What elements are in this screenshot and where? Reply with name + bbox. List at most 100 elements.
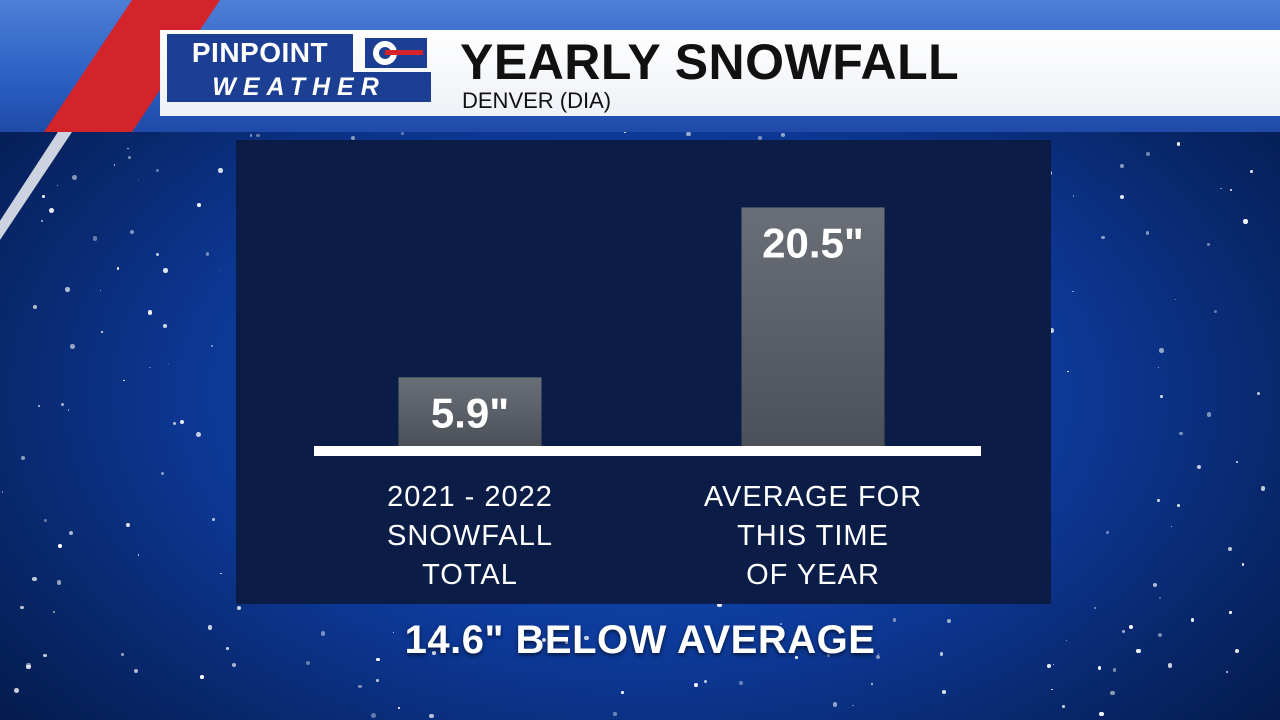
snowflake bbox=[826, 654, 830, 658]
snowflake bbox=[249, 134, 253, 137]
snowflake bbox=[32, 576, 37, 582]
snowflake bbox=[780, 133, 785, 138]
snowflake bbox=[14, 688, 20, 693]
snowflake bbox=[703, 679, 708, 684]
snowflake bbox=[1243, 219, 1248, 224]
snowflake bbox=[72, 175, 77, 180]
snowflake bbox=[717, 603, 722, 608]
snowflake bbox=[1158, 632, 1163, 637]
snowflake bbox=[2, 491, 4, 493]
snowflake bbox=[1120, 164, 1125, 169]
snowflake bbox=[1159, 348, 1164, 353]
snowflake bbox=[1066, 640, 1068, 642]
snowflake bbox=[808, 642, 812, 645]
snowflake bbox=[320, 631, 326, 637]
snowflake bbox=[870, 682, 873, 685]
snowflake bbox=[67, 408, 70, 411]
snowflake bbox=[206, 252, 210, 256]
snowflake bbox=[1170, 525, 1173, 528]
snowflake bbox=[1128, 625, 1133, 630]
snowflake bbox=[149, 366, 151, 369]
snowflake bbox=[1213, 309, 1217, 313]
snowflake bbox=[99, 289, 102, 292]
bar-value-label-0: 5.9" bbox=[431, 389, 509, 436]
snowflake bbox=[160, 471, 164, 475]
snowflake bbox=[1168, 663, 1173, 668]
snowflake bbox=[370, 712, 376, 718]
snowflake bbox=[351, 136, 356, 141]
snowflake bbox=[220, 572, 222, 574]
below-average-caption: 14.6" BELOW AVERAGE bbox=[404, 618, 876, 662]
snowflake bbox=[1052, 664, 1054, 666]
snowflake bbox=[1197, 464, 1202, 469]
snowflake bbox=[693, 682, 699, 688]
snowflake bbox=[1206, 242, 1211, 246]
snowflake bbox=[305, 660, 310, 665]
snowflake bbox=[1047, 664, 1051, 669]
snowflake bbox=[758, 136, 762, 140]
snowflake bbox=[1206, 412, 1211, 417]
snowflake bbox=[127, 147, 129, 149]
snowflake bbox=[195, 432, 201, 438]
snowflake bbox=[1234, 649, 1239, 654]
snowflake bbox=[1176, 504, 1180, 508]
snowflake bbox=[778, 642, 780, 644]
snowflake bbox=[155, 253, 159, 257]
snowflake bbox=[1109, 690, 1115, 696]
snowflake bbox=[65, 287, 70, 292]
snowflake bbox=[58, 543, 62, 548]
snowflake bbox=[392, 631, 395, 634]
snowflake bbox=[376, 657, 380, 662]
snowflake bbox=[49, 208, 54, 213]
snowflake bbox=[584, 635, 589, 641]
snowflake bbox=[1106, 531, 1110, 534]
snowflake bbox=[218, 168, 223, 173]
page-title: YEARLY SNOWFALL bbox=[460, 34, 960, 90]
snowflake bbox=[137, 554, 140, 556]
snowflake bbox=[434, 631, 438, 635]
pinpoint-target-icon bbox=[365, 38, 427, 68]
snowflake bbox=[1072, 195, 1074, 197]
snowflake bbox=[236, 605, 241, 610]
snowflake bbox=[1112, 668, 1117, 672]
snowflake bbox=[624, 131, 626, 134]
snowflake bbox=[1160, 395, 1164, 399]
snowflake bbox=[1062, 704, 1066, 708]
snowflake bbox=[20, 605, 24, 610]
snowflake bbox=[43, 654, 47, 658]
snowflake bbox=[1157, 366, 1160, 369]
bar-value-label-1: 20.5" bbox=[762, 219, 864, 266]
snowflake bbox=[256, 133, 261, 138]
snowflake bbox=[1152, 582, 1158, 588]
snowflake bbox=[1136, 648, 1141, 654]
bar-1 bbox=[741, 207, 885, 446]
bar-chart: 5.9" 20.5" bbox=[314, 207, 981, 456]
snowflake bbox=[197, 203, 202, 208]
snowflake bbox=[946, 618, 951, 623]
snowflake bbox=[179, 419, 185, 425]
snowflake bbox=[794, 656, 798, 659]
page-subtitle: DENVER (DIA) bbox=[462, 88, 612, 113]
snowflake bbox=[1250, 169, 1254, 174]
snowflake bbox=[200, 675, 204, 679]
snowflake bbox=[401, 132, 404, 136]
snowflake bbox=[37, 405, 40, 408]
snowflake bbox=[877, 653, 880, 655]
snowflake bbox=[1236, 461, 1238, 463]
snowflake bbox=[1176, 142, 1181, 146]
snowflake bbox=[1179, 431, 1184, 436]
snowflake bbox=[138, 179, 140, 182]
snowflake bbox=[130, 230, 134, 234]
snowflake bbox=[429, 713, 434, 718]
snowflake bbox=[26, 664, 31, 670]
snowflake bbox=[1158, 596, 1162, 600]
snowflake bbox=[432, 651, 436, 655]
snowflake bbox=[1230, 188, 1232, 191]
snowflake bbox=[168, 362, 170, 364]
snowflake bbox=[1100, 235, 1105, 240]
snowflake bbox=[1145, 231, 1150, 236]
snowflake bbox=[70, 344, 75, 349]
snowflake bbox=[56, 184, 58, 187]
snowflake bbox=[1119, 195, 1124, 200]
snowflake bbox=[1099, 711, 1104, 717]
